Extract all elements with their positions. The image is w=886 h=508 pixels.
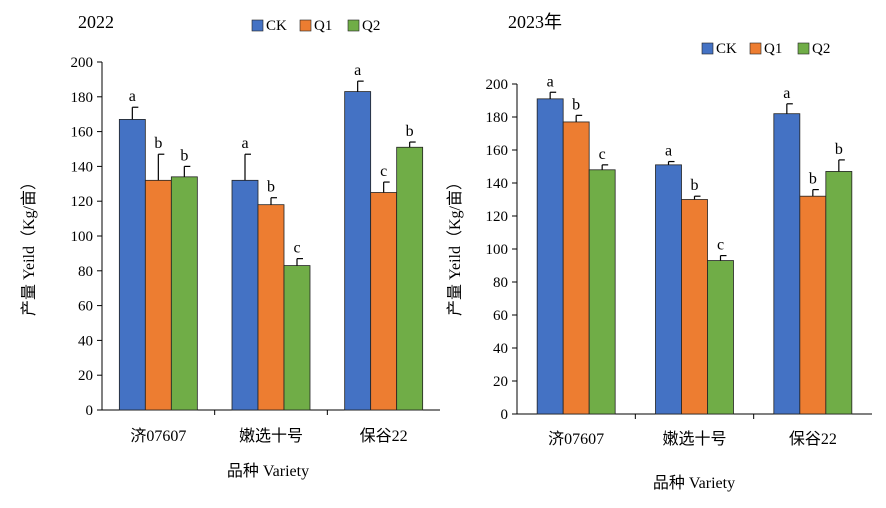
significance-letter: b	[809, 171, 817, 188]
y-tick-label: 160	[71, 125, 94, 141]
y-tick-label: 120	[486, 209, 509, 225]
legend-swatch	[749, 42, 762, 55]
legend-label: Q1	[314, 18, 332, 34]
bar	[231, 179, 259, 411]
x-tick-label: 济07607	[548, 430, 604, 448]
bar	[707, 260, 734, 415]
chart-2022: 2022 CK Q1 Q2 0 20 40 60 80 100 120 140 160 180 200 济…	[20, 12, 440, 480]
y-tick-label: 80	[78, 264, 93, 280]
y-tick-label: 20	[493, 374, 508, 390]
y-tick-label: 200	[486, 77, 509, 93]
significance-letter: b	[267, 179, 275, 196]
y-tick-label: 160	[486, 143, 509, 159]
x-tick-label: 保谷22	[789, 430, 837, 448]
x-axis-label: 品种 Variety	[653, 474, 735, 492]
legend-label: Q1	[764, 41, 782, 57]
legend-swatch	[251, 19, 264, 32]
legend-label: Q2	[812, 41, 830, 57]
y-tick-label: 40	[493, 341, 508, 357]
y-tick-label: 100	[71, 229, 94, 245]
y-tick-label: 140	[71, 159, 94, 175]
significance-letter: c	[717, 237, 724, 254]
y-tick-label: 120	[71, 194, 94, 210]
bars: a b b a b c a c b	[118, 62, 424, 411]
legend-swatch	[299, 19, 312, 32]
legend-label: CK	[266, 18, 287, 34]
significance-letter: b	[691, 177, 699, 194]
bar	[799, 195, 827, 415]
significance-letter: a	[354, 62, 361, 79]
y-axis-label: 产量 Yeild（Kg/亩）	[20, 174, 38, 316]
significance-letter: a	[783, 85, 790, 102]
y-tick-label: 60	[78, 299, 93, 315]
bar	[562, 121, 590, 415]
x-axis-label: 品种 Variety	[227, 462, 309, 480]
bar	[170, 176, 198, 411]
chart-title: 2022	[78, 12, 114, 32]
legend-label: CK	[716, 41, 737, 57]
y-tick-label: 0	[86, 403, 94, 419]
y-tick-label: 180	[486, 110, 509, 126]
significance-letter: a	[547, 73, 554, 90]
significance-letter: b	[835, 141, 843, 158]
x-tick-label: 保谷22	[360, 427, 408, 445]
y-tick-label: 60	[493, 308, 508, 324]
y-axis-label: 产量 Yeild（Kg/亩）	[446, 174, 464, 316]
y-tick-label: 80	[493, 275, 508, 291]
significance-letter: c	[599, 146, 606, 163]
y-tick-label: 0	[501, 407, 509, 423]
x-tick-label: 嫩选十号	[662, 430, 726, 448]
legend: CK Q1 Q2	[251, 18, 380, 34]
significance-letter: a	[665, 143, 672, 160]
bar	[588, 169, 616, 415]
significance-letter: b	[572, 96, 580, 113]
legend-swatch	[701, 42, 714, 55]
y-tick-label: 40	[78, 333, 93, 349]
bar	[344, 91, 372, 411]
y-tick-label: 200	[71, 55, 94, 71]
bar	[144, 179, 172, 411]
significance-letter: c	[293, 240, 300, 257]
chart-title: 2023年	[508, 12, 562, 32]
chart-2023: 2023年 CK Q1 Q2 0 20 40 60 80 100 120 140 160 180 200…	[446, 12, 872, 492]
significance-letter: b	[154, 135, 162, 152]
bar	[118, 119, 146, 411]
bar	[681, 199, 708, 415]
x-tick-label: 济07607	[130, 427, 186, 445]
legend-label: Q2	[362, 18, 380, 34]
significance-letter: a	[241, 135, 248, 152]
bar	[825, 171, 853, 415]
plot-area: 0 20 40 60 80 100 120 140 160 180 200 济07607 嫩选十号 保谷2…	[71, 55, 440, 445]
bar	[655, 164, 682, 415]
bar	[370, 192, 398, 411]
y-tick-label: 180	[71, 90, 94, 106]
legend-swatch	[797, 42, 810, 55]
significance-letter: a	[129, 88, 136, 105]
x-tick-label: 嫩选十号	[239, 427, 303, 445]
bar	[773, 113, 801, 415]
legend: CK Q1 Q2	[701, 41, 830, 57]
significance-letter: b	[180, 147, 188, 164]
bar	[283, 265, 311, 411]
bar	[396, 146, 424, 411]
significance-letter: b	[406, 123, 414, 140]
significance-letter: c	[380, 163, 387, 180]
y-tick-label: 100	[486, 242, 509, 258]
y-tick-label: 140	[486, 176, 509, 192]
plot-area: 0 20 40 60 80 100 120 140 160 180 200 济07607 嫩选十号 保谷2…	[486, 77, 872, 448]
y-tick-label: 20	[78, 368, 93, 384]
legend-swatch	[347, 19, 360, 32]
bar	[536, 98, 564, 415]
bars: a b c a b c a b b	[536, 73, 853, 415]
bar	[257, 204, 285, 411]
